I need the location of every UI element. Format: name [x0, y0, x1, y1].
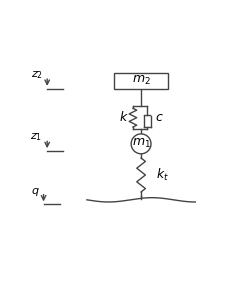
Circle shape	[131, 134, 151, 154]
Text: m$_2$: m$_2$	[132, 74, 151, 87]
Text: m$_1$: m$_1$	[132, 137, 151, 150]
Text: q: q	[32, 186, 39, 196]
Text: k$_t$: k$_t$	[156, 167, 169, 183]
Text: c: c	[156, 111, 163, 124]
Bar	[114, 72, 168, 89]
Text: z$_2$: z$_2$	[31, 69, 43, 81]
Text: k: k	[119, 111, 127, 124]
Text: z$_1$: z$_1$	[31, 132, 43, 143]
